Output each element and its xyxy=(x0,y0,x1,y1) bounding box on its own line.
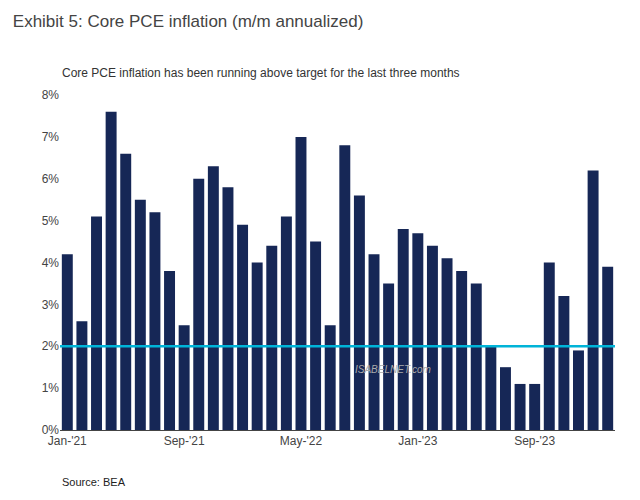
svg-text:4%: 4% xyxy=(42,256,60,270)
svg-text:ISABELNET.com: ISABELNET.com xyxy=(355,364,431,375)
svg-text:5%: 5% xyxy=(42,214,60,228)
svg-text:2%: 2% xyxy=(42,339,60,353)
svg-text:Sep-'23: Sep-'23 xyxy=(514,434,555,448)
svg-text:3%: 3% xyxy=(42,298,60,312)
svg-text:Sep-'21: Sep-'21 xyxy=(164,434,205,448)
svg-text:0%: 0% xyxy=(42,423,60,437)
svg-text:Jan-'21: Jan-'21 xyxy=(48,434,87,448)
svg-text:Core PCE inflation has been ru: Core PCE inflation has been running abov… xyxy=(62,66,460,80)
svg-text:6%: 6% xyxy=(42,172,60,186)
svg-text:8%: 8% xyxy=(42,88,60,102)
svg-text:Source: BEA: Source: BEA xyxy=(62,476,126,488)
svg-text:7%: 7% xyxy=(42,130,60,144)
svg-text:Jan-'23: Jan-'23 xyxy=(398,434,437,448)
svg-text:1%: 1% xyxy=(42,381,60,395)
svg-text:May-'22: May-'22 xyxy=(280,434,323,448)
svg-text:Exhibit 5: Core PCE inflation: Exhibit 5: Core PCE inflation (m/m annua… xyxy=(13,12,364,31)
